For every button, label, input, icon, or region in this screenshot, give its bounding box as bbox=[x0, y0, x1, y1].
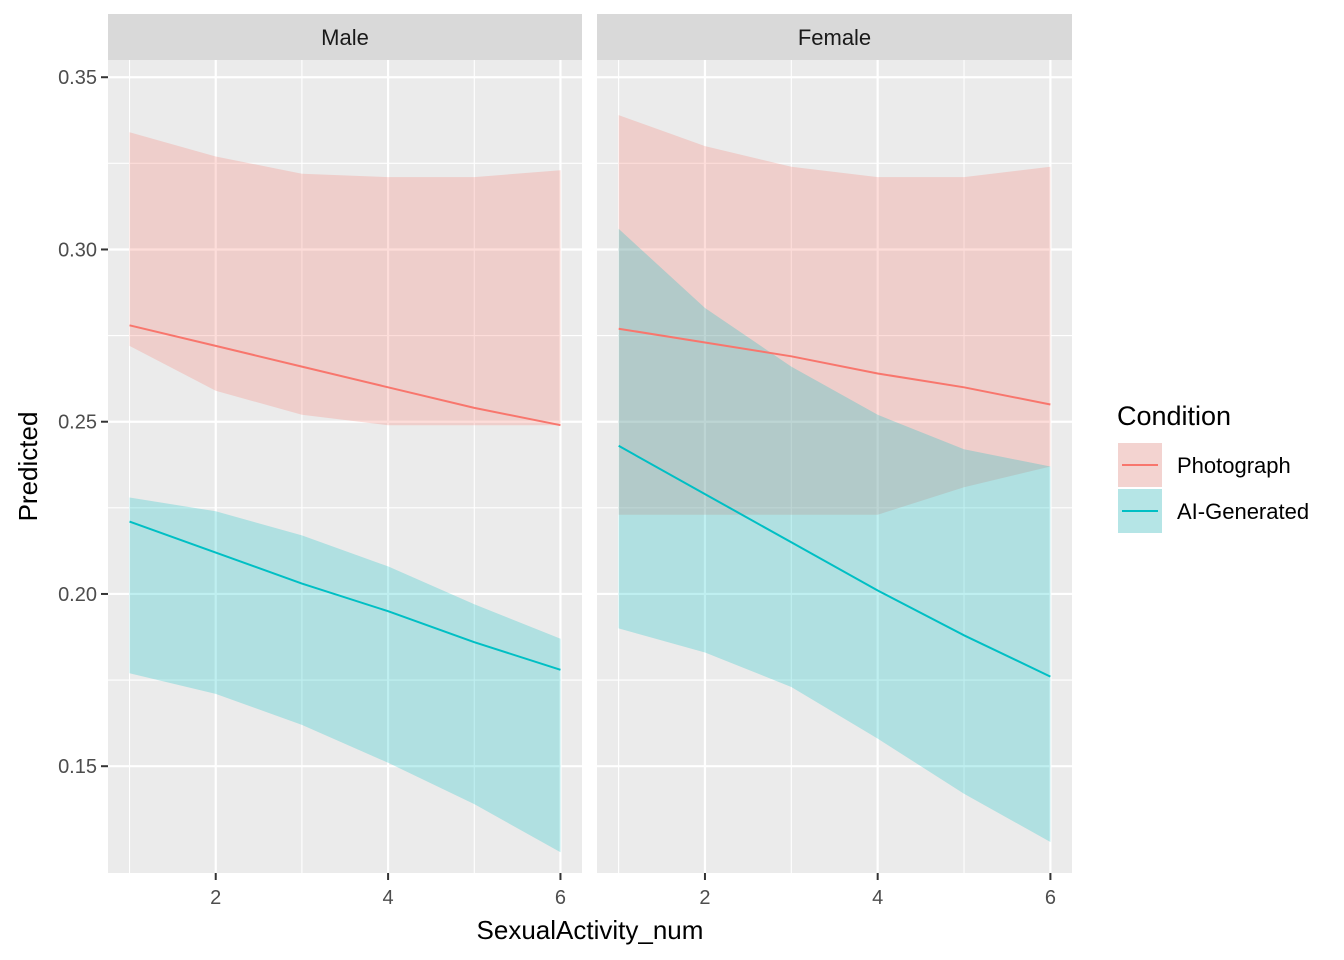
series-line-ai-generated bbox=[129, 520, 561, 671]
facet-label-female: Female bbox=[798, 25, 871, 50]
legend-entry-label: AI-Generated bbox=[1177, 499, 1309, 524]
x-tick-label: 2 bbox=[210, 887, 221, 909]
y-tick-label: 0.20 bbox=[58, 584, 97, 606]
y-tick-label: 0.25 bbox=[58, 412, 97, 434]
y-tick-label: 0.30 bbox=[58, 239, 97, 261]
series-line-photograph bbox=[618, 327, 1051, 406]
x-tick-label: 4 bbox=[383, 887, 394, 909]
x-tick-label: 6 bbox=[1045, 887, 1056, 909]
facet-strip-male bbox=[108, 14, 582, 60]
panel-background bbox=[597, 60, 1072, 873]
y-axis: 0.15 0.20 0.25 0.30 0.35 bbox=[58, 67, 108, 778]
legend-title: Condition bbox=[1117, 401, 1231, 431]
panel-female: Female 2 4 6 bbox=[597, 14, 1072, 909]
legend: Condition Photograph AI-Generated bbox=[1117, 401, 1309, 533]
x-tick-label: 2 bbox=[699, 887, 710, 909]
x-axis-title: SexualActivity_num bbox=[477, 915, 704, 945]
series-line-ai-generated bbox=[618, 444, 1051, 678]
facet-label-male: Male bbox=[321, 25, 369, 50]
series-line-photograph bbox=[129, 324, 561, 427]
legend-entry-label: Photograph bbox=[1177, 453, 1291, 478]
x-tick-label: 4 bbox=[872, 887, 883, 909]
panel-male: Male 2 4 6 bbox=[108, 14, 582, 909]
facet-strip-female bbox=[597, 14, 1072, 60]
x-tick-label: 6 bbox=[555, 887, 566, 909]
y-tick-label: 0.15 bbox=[58, 756, 97, 778]
confidence-ribbon-ai-generated bbox=[618, 228, 1051, 843]
y-tick-label: 0.35 bbox=[58, 67, 97, 89]
panel-background bbox=[108, 60, 582, 873]
confidence-ribbon-ai-generated bbox=[129, 497, 561, 853]
panels-layer: Male 2 4 6 Female 2 4 6 bbox=[108, 14, 1072, 909]
confidence-ribbon-photograph bbox=[618, 115, 1051, 515]
y-axis-title: Predicted bbox=[13, 412, 43, 522]
